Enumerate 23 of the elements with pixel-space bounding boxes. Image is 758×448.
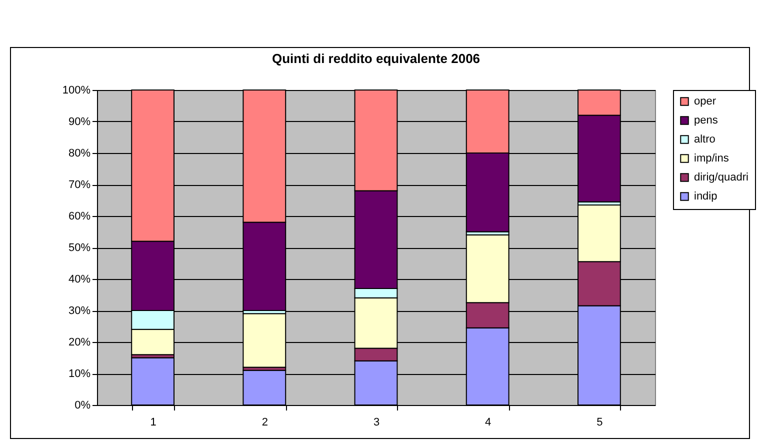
legend-label: altro [694, 134, 716, 146]
x-tick-label: 5 [596, 416, 603, 428]
x-tick-label: 4 [485, 416, 492, 428]
y-tick-label: 10% [68, 368, 91, 380]
y-tick-label: 70% [68, 179, 91, 191]
y-tick-label: 30% [68, 305, 91, 317]
y-tick-label: 50% [68, 242, 91, 254]
y-tick-label: 20% [68, 336, 91, 348]
y-tick-label: 100% [62, 84, 91, 96]
legend-label: pens [694, 114, 718, 126]
legend-label: indip [694, 190, 718, 202]
y-tick-label: 40% [68, 274, 91, 286]
x-tick-label: 2 [262, 416, 268, 428]
y-tick-label: 90% [68, 116, 91, 128]
x-tick-label: 3 [373, 416, 380, 428]
y-tick-label: 60% [68, 210, 91, 222]
legend-label: dirig/quadri [694, 172, 748, 184]
y-tick-label: 0% [74, 400, 91, 412]
chart-title: Quinti di reddito equivalente 2006 [272, 51, 480, 66]
legend-label: imp/ins [694, 152, 730, 164]
legend-label: oper [694, 96, 716, 108]
y-tick-label: 80% [68, 148, 91, 160]
x-tick-label: 1 [150, 416, 156, 428]
